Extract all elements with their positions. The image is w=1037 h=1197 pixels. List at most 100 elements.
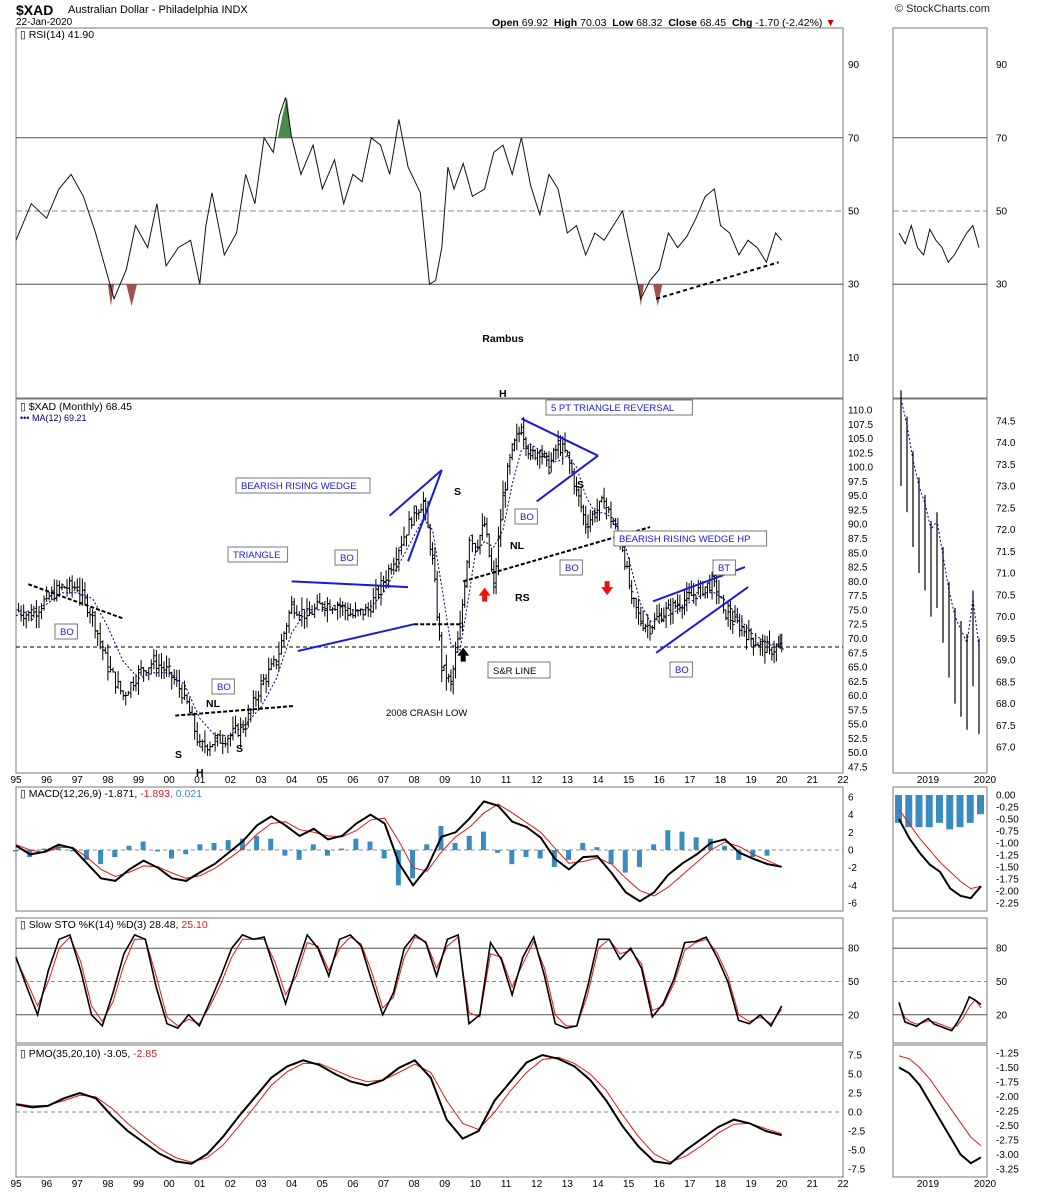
- macd-hist-bar: [750, 850, 756, 858]
- side-panel-frame-pmo: [892, 1044, 988, 1178]
- pmo-xaxis-tick: 09: [439, 1179, 451, 1190]
- side-macd-axis-tick: -0.75: [996, 827, 1019, 838]
- annot-bo-2014-box: [559, 559, 583, 576]
- macd-hist-bar: [495, 850, 501, 853]
- side-price-axis-tick: 67.5: [996, 721, 1016, 732]
- pmo-xaxis-tick: 16: [654, 1179, 666, 1190]
- side-price-axis-tick: 72.0: [996, 525, 1016, 536]
- pmo-xaxis-tick: 98: [102, 1179, 114, 1190]
- symbol-label: $XAD: [16, 2, 54, 18]
- pmo-xaxis-tick: 13: [562, 1179, 574, 1190]
- price-axis-tick: 82.5: [848, 563, 868, 574]
- price-xaxis-tick: 19: [746, 775, 758, 786]
- open-value: 69.92: [521, 17, 549, 29]
- macd-legend-signal: -1.893: [140, 788, 170, 800]
- annot-5pt-triangle: 5 PT TRIANGLE REVERSAL: [551, 403, 674, 414]
- stockcharts-credit[interactable]: © StockCharts.com: [895, 3, 990, 15]
- annot-bo-1996-box: [54, 623, 78, 640]
- price-axis-tick: 102.5: [848, 448, 873, 459]
- macd-hist-bar: [41, 848, 47, 850]
- macd-hist-bar: [296, 850, 302, 860]
- side-price-axis-tick: 69.5: [996, 634, 1016, 645]
- side-rsi-axis-tick: 30: [996, 280, 1008, 291]
- side-ma12-line: [900, 398, 980, 648]
- sr-label-box: [487, 661, 551, 679]
- triangle-reversal-top: [520, 417, 599, 457]
- pmo-xaxis-tick: 12: [531, 1179, 543, 1190]
- annot-s-2010: S: [454, 486, 461, 498]
- triangle-top-line: [291, 580, 409, 589]
- macd-axis-tick: -4: [848, 881, 857, 892]
- side-macd-hist-bar: [936, 795, 943, 823]
- sto-legend: ▯ Slow STO %K(14) %D(3) 28.48, 25.10: [20, 919, 208, 931]
- macd-hist-bar: [211, 842, 217, 850]
- price-axis-tick: 55.0: [848, 720, 868, 731]
- date-label: 22-Jan-2020: [16, 17, 73, 28]
- annot-h-2011: H: [499, 388, 507, 400]
- side-pmo-xaxis-tick: 2019: [917, 1179, 940, 1190]
- rsi-trendline: [655, 261, 779, 300]
- pmo-xaxis-tick: 05: [317, 1179, 329, 1190]
- macd-hist-bar: [509, 850, 515, 865]
- price-xaxis-tick: 06: [347, 775, 359, 786]
- pmo-xaxis-tick: 17: [684, 1179, 696, 1190]
- price-xaxis-tick: 18: [715, 775, 727, 786]
- side-macd-hist-bar: [977, 795, 984, 815]
- price-xaxis-tick: 13: [562, 775, 574, 786]
- sto-legend-d: 25.10: [181, 919, 207, 931]
- low-value: 68.32: [636, 17, 663, 29]
- price-axis-tick: 85.0: [848, 548, 868, 559]
- pmo-xaxis-tick: 01: [194, 1179, 206, 1190]
- annot-bo-2019: BO: [675, 665, 689, 676]
- side-pmo-line: [898, 1066, 982, 1165]
- pmo-xaxis-tick: 20: [776, 1179, 788, 1190]
- side-pmo-axis-tick: -3.00: [996, 1150, 1019, 1161]
- side-macd-hist-bar: [956, 795, 964, 828]
- side-rsi-axis-tick: 70: [996, 133, 1008, 144]
- annot-bo-2007-box: [334, 549, 358, 566]
- price-axis-tick: 90.0: [848, 520, 868, 531]
- side-pmo-axis-tick: -1.75: [996, 1078, 1019, 1089]
- side-macd-axis-tick: -0.25: [996, 803, 1019, 814]
- pmo-xaxis-tick: 18: [715, 1179, 727, 1190]
- sto-axis-tick: 50: [848, 977, 860, 988]
- rsi-axis-tick: 70: [848, 133, 860, 144]
- macd-line: [15, 800, 782, 903]
- macd-hist-bar: [367, 841, 373, 850]
- macd-signal-line: [15, 803, 782, 897]
- price-axis-tick: 105.0: [848, 434, 873, 445]
- side-xaxis-tick: 2019: [917, 775, 940, 786]
- macd-hist-bar: [622, 850, 628, 873]
- side-macd-axis-tick: -1.75: [996, 875, 1019, 886]
- price-xaxis-tick: 12: [531, 775, 543, 786]
- price-axis-tick: 47.5: [848, 763, 868, 774]
- pmo-legend-signal: -2.85: [133, 1048, 157, 1060]
- price-xaxis-tick: 21: [807, 775, 819, 786]
- macd-hist-bar: [636, 850, 642, 867]
- price-axis-tick: 92.5: [848, 505, 868, 516]
- annot-bo-2002: BO: [217, 682, 231, 693]
- annot-bo-2007: BO: [340, 553, 354, 564]
- price-xaxis-tick: 00: [164, 775, 176, 786]
- macd-hist-bar: [410, 850, 416, 879]
- macd-hist-bar: [83, 850, 89, 860]
- side-macd-axis-tick: 0.00: [996, 791, 1016, 802]
- macd-axis-tick: -2: [848, 863, 857, 874]
- price-axis-tick: 65.0: [848, 663, 868, 674]
- pmo-xaxis-tick: 11: [501, 1179, 512, 1190]
- side-sto-axis-tick: 80: [996, 944, 1008, 955]
- price-axis-tick: 110.0: [848, 406, 873, 417]
- macd-hist-bar: [324, 850, 330, 856]
- side-macd-line: [898, 818, 982, 900]
- macd-hist-bar: [183, 850, 189, 855]
- price-xaxis-tick: 03: [255, 775, 267, 786]
- price-xaxis-tick: 05: [317, 775, 329, 786]
- macd-hist-bar: [480, 831, 486, 850]
- side-rsi-line: [898, 223, 980, 264]
- pmo-xaxis-tick: 00: [164, 1179, 176, 1190]
- symbol-name: Australian Dollar - Philadelphia INDX: [68, 4, 248, 16]
- open-label: Open: [492, 17, 519, 29]
- macd-hist-bar: [736, 850, 742, 860]
- annot-bearish-rising-wedge-box: [235, 477, 371, 494]
- price-xaxis-tick: 95: [10, 775, 22, 786]
